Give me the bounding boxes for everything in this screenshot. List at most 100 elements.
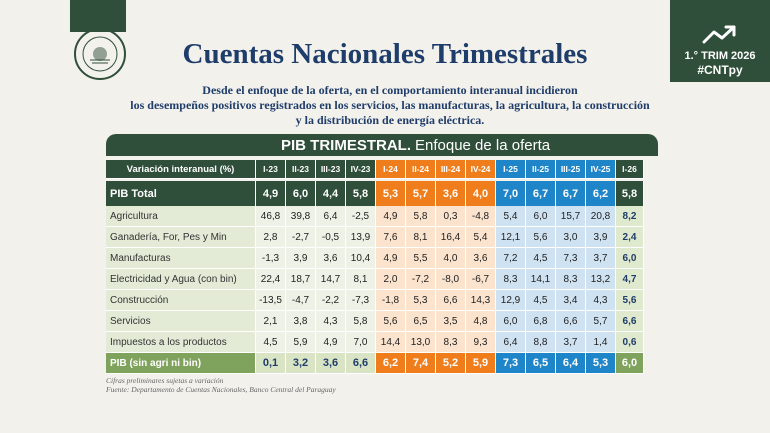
total-row-value: 5,8 — [616, 181, 644, 208]
total-row-value: 5,7 — [406, 181, 436, 208]
row-value: 7,3 — [556, 248, 586, 269]
row-value: 13,0 — [406, 332, 436, 353]
total-row-label: PIB Total — [106, 181, 256, 208]
column-header: I-24 — [376, 160, 406, 179]
row-value: 3,8 — [286, 311, 316, 332]
row-value: 8,3 — [436, 332, 466, 353]
row-value: 5,3 — [406, 290, 436, 311]
column-header: I-26 — [616, 160, 644, 179]
total-row-value: 6,7 — [526, 181, 556, 208]
page-subtitle: Desde el enfoque de la oferta, en el com… — [100, 83, 680, 128]
footer-row-value: 6,0 — [616, 353, 644, 374]
row-value: 3,7 — [556, 332, 586, 353]
row-value: 8,2 — [616, 206, 644, 227]
table-row: Manufacturas -1,3 3,9 3,6 10,4 4,9 5,5 4,0 3,6 7,… — [106, 248, 644, 269]
total-row-value: 5,8 — [346, 181, 376, 208]
total-row-value: 4,4 — [316, 181, 346, 208]
footer-row-value: 7,3 — [496, 353, 526, 374]
row-value: 5,7 — [586, 311, 616, 332]
row-value: 14,3 — [466, 290, 496, 311]
row-value: 6,6 — [616, 311, 644, 332]
total-row-value: 5,3 — [376, 181, 406, 208]
row-value: 4,9 — [376, 206, 406, 227]
row-value: -4,7 — [286, 290, 316, 311]
row-value: 3,6 — [316, 248, 346, 269]
subtitle-line: y la distribución de energía eléctrica. — [295, 113, 485, 127]
row-value: 1,4 — [586, 332, 616, 353]
row-value: 5,6 — [616, 290, 644, 311]
top-tab-decoration — [70, 0, 126, 32]
footer-row-value: 7,4 — [406, 353, 436, 374]
row-value: 12,9 — [496, 290, 526, 311]
row-value: 4,9 — [316, 332, 346, 353]
row-value: 5,8 — [346, 311, 376, 332]
table-row: Agricultura 46,8 39,8 6,4 -2,5 4,9 5,8 0,3 -4,8 5… — [106, 206, 644, 227]
total-row-value: 4,0 — [466, 181, 496, 208]
row-value: 8,3 — [496, 269, 526, 290]
total-row-value: 4,9 — [256, 181, 286, 208]
row-value: 14,7 — [316, 269, 346, 290]
row-value: 6,6 — [556, 311, 586, 332]
row-label: Ganadería, For, Pes y Min — [106, 227, 256, 248]
row-value: -8,0 — [436, 269, 466, 290]
row-value: 13,9 — [346, 227, 376, 248]
row-value: 4,0 — [436, 248, 466, 269]
row-label: Construcción — [106, 290, 256, 311]
column-header: II-25 — [526, 160, 556, 179]
row-value: 22,4 — [256, 269, 286, 290]
row-value: 4,7 — [616, 269, 644, 290]
row-value: 6,0 — [526, 206, 556, 227]
row-value: 14,4 — [376, 332, 406, 353]
row-value: -2,5 — [346, 206, 376, 227]
note-preliminary: Cifras preliminares sujetas a variación — [106, 376, 224, 385]
row-value: 7,2 — [496, 248, 526, 269]
row-value: 3,4 — [556, 290, 586, 311]
row-value: 14,1 — [526, 269, 556, 290]
row-value: 5,4 — [496, 206, 526, 227]
total-row-value: 6,2 — [586, 181, 616, 208]
row-value: 8,1 — [406, 227, 436, 248]
total-row-value: 3,6 — [436, 181, 466, 208]
row-value: -7,2 — [406, 269, 436, 290]
column-header: III-25 — [556, 160, 586, 179]
row-value: -13,5 — [256, 290, 286, 311]
footer-row-value: 3,6 — [316, 353, 346, 374]
row-value: 3,9 — [586, 227, 616, 248]
row-value: 6,4 — [316, 206, 346, 227]
footer-row-value: 6,4 — [556, 353, 586, 374]
row-value: 6,0 — [616, 248, 644, 269]
table-title-bold: PIB TRIMESTRAL. — [281, 136, 411, 154]
bank-seal-logo — [74, 28, 126, 80]
row-value: 4,5 — [526, 290, 556, 311]
row-value: 4,8 — [466, 311, 496, 332]
footer-row-value: 0,1 — [256, 353, 286, 374]
row-label: Electricidad y Agua (con bin) — [106, 269, 256, 290]
column-header: II-23 — [286, 160, 316, 179]
row-label: Manufacturas — [106, 248, 256, 269]
row-value: 4,5 — [256, 332, 286, 353]
badge-hashtag: #CNTpy — [697, 63, 743, 77]
footer-row-value: 5,9 — [466, 353, 496, 374]
row-value: 12,1 — [496, 227, 526, 248]
row-label: Agricultura — [106, 206, 256, 227]
row-value: -6,7 — [466, 269, 496, 290]
column-header: IV-24 — [466, 160, 496, 179]
table-row: Servicios 2,1 3,8 4,3 5,8 5,6 6,5 3,5 4,8 6,0 6,8 6… — [106, 311, 644, 332]
row-value: 18,7 — [286, 269, 316, 290]
row-value: 39,8 — [286, 206, 316, 227]
column-header: IV-23 — [346, 160, 376, 179]
row-value: 2,1 — [256, 311, 286, 332]
row-value: -1,8 — [376, 290, 406, 311]
row-value: -0,5 — [316, 227, 346, 248]
row-value: 4,3 — [316, 311, 346, 332]
row-value: 13,2 — [586, 269, 616, 290]
table-title: PIB TRIMESTRAL. Enfoque de la oferta — [106, 134, 658, 156]
row-value: 7,6 — [376, 227, 406, 248]
footer-row-value: 5,2 — [436, 353, 466, 374]
subtitle-line: Desde el enfoque de la oferta, en el com… — [202, 83, 578, 97]
row-value: 2,4 — [616, 227, 644, 248]
row-value: 3,6 — [466, 248, 496, 269]
row-value: 8,3 — [556, 269, 586, 290]
table-row: Construcción -13,5 -4,7 -2,2 -7,3 -1,8 5,3 6,6 1… — [106, 290, 644, 311]
row-value: 10,4 — [346, 248, 376, 269]
